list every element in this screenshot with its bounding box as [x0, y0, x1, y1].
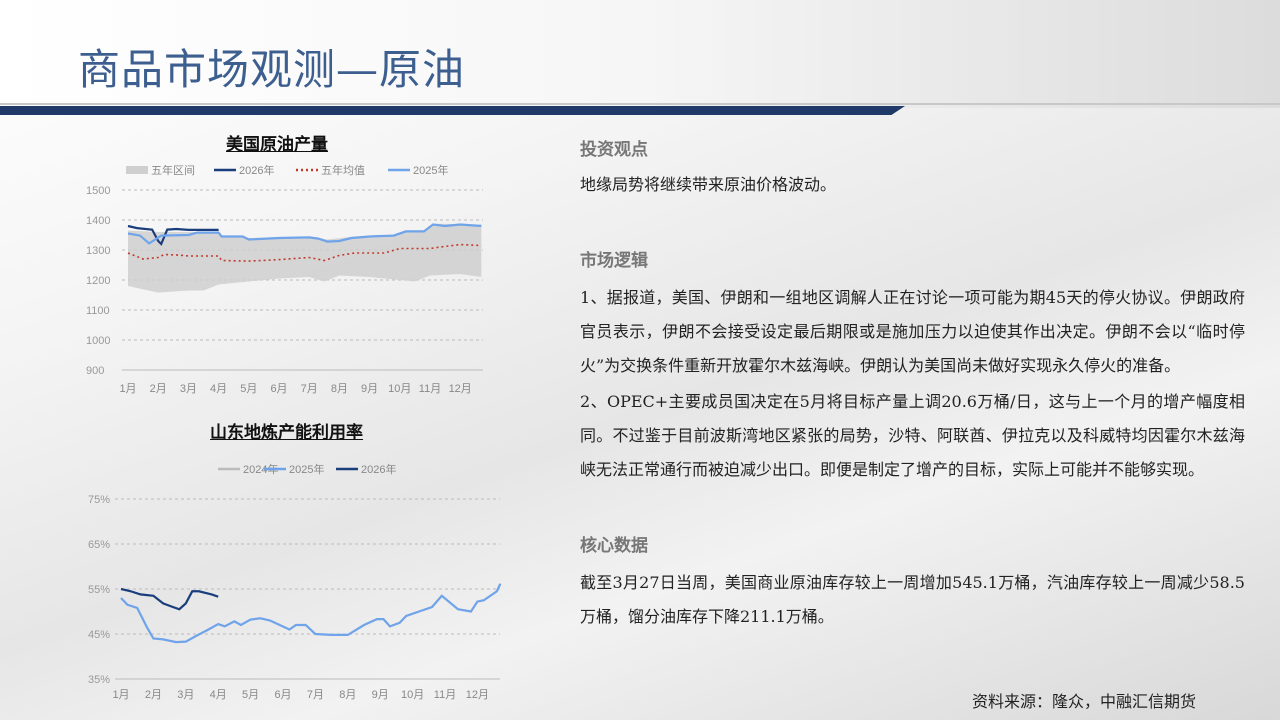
- x-tick-label: 6月: [270, 383, 287, 395]
- x-tick-label: 4月: [210, 383, 227, 395]
- y-tick-label: 1300: [86, 245, 110, 257]
- legend-label: 2025年: [413, 163, 448, 177]
- section-paragraph: 2、OPEC+主要成员国决定在5月将目标产量上调20.6万桶/日，这与上一个月的…: [580, 392, 1245, 479]
- x-tick-label: 7月: [307, 689, 324, 701]
- header-band: [0, 0, 1280, 108]
- x-tick-label: 9月: [361, 383, 378, 395]
- charts-canvas: 1500 1400 1300 1200 1100 1000 900 1月 2月 3月 4月 5月 6月 7…: [86, 163, 502, 701]
- section-paragraph: 截至3月27日当周，美国商业原油库存较上一周增加545.1万桶，汽油库存较上一周…: [580, 573, 1245, 626]
- series-line: [127, 224, 219, 246]
- section-heading: 投资观点: [580, 140, 648, 160]
- y-tick-label: 65%: [88, 539, 110, 551]
- y-tick-label: 1100: [86, 305, 110, 317]
- x-tick-label: 2月: [150, 383, 167, 395]
- x-tick-label: 6月: [274, 689, 291, 701]
- y-tick-label: 1000: [86, 335, 110, 347]
- section-paragraph: 地缘局势将继续带来原油价格波动。: [580, 175, 837, 194]
- chart-title-us-production: 美国原油产量: [226, 135, 328, 155]
- x-tick-label: 8月: [339, 689, 356, 701]
- x-tick-label: 11月: [434, 689, 456, 701]
- legend-label: 五年区间: [151, 163, 195, 177]
- y-tick-label: 1200: [86, 275, 110, 287]
- x-tick-label: 10月: [401, 689, 424, 701]
- series-line: [127, 243, 482, 262]
- x-tick-label: 9月: [372, 689, 389, 701]
- legend-label: 五年均值: [321, 163, 365, 177]
- legend-swatch: [126, 166, 148, 174]
- legend-label: 2025年: [289, 462, 324, 476]
- y-tick-label: 45%: [88, 629, 110, 641]
- chart-title-shandong-utilization: 山东地炼产能利用率: [210, 423, 363, 443]
- x-tick-label: 5月: [240, 383, 257, 395]
- x-tick-label: 7月: [301, 383, 318, 395]
- y-tick-label: 75%: [88, 494, 110, 506]
- section-paragraph: 1、据报道，美国、伊朗和一组地区调解人正在讨论一项可能为期45天的停火协议。伊朗…: [580, 288, 1245, 375]
- header-divider-thin: [0, 103, 1280, 105]
- series-line: [120, 583, 502, 644]
- legend-label: 2026年: [361, 462, 396, 476]
- y-tick-label: 900: [86, 365, 104, 377]
- section-heading: 核心数据: [580, 536, 648, 556]
- legend-label: 2026年: [239, 163, 274, 177]
- section-heading: 市场逻辑: [580, 251, 648, 271]
- x-tick-label: 1月: [119, 383, 136, 395]
- y-tick-label: 1400: [86, 215, 110, 227]
- y-tick-label: 35%: [88, 674, 110, 686]
- x-tick-label: 3月: [180, 383, 197, 395]
- x-tick-label: 8月: [331, 383, 348, 395]
- y-tick-label: 55%: [88, 584, 110, 596]
- x-tick-label: 12月: [466, 689, 489, 701]
- x-tick-label: 12月: [449, 383, 472, 395]
- x-tick-label: 3月: [177, 689, 194, 701]
- x-tick-label: 2月: [145, 689, 162, 701]
- header-divider: [0, 106, 905, 115]
- page-title: 商品市场观测—原油: [78, 45, 466, 94]
- legend-label: 2024年: [243, 462, 278, 476]
- series-line: [120, 587, 219, 611]
- source-note: 资料来源：隆众，中融汇信期货: [972, 692, 1197, 711]
- x-tick-label: 11月: [419, 383, 441, 395]
- x-tick-label: 5月: [242, 689, 259, 701]
- x-tick-label: 10月: [388, 383, 411, 395]
- x-tick-label: 4月: [210, 689, 227, 701]
- y-tick-label: 1500: [86, 185, 110, 197]
- x-tick-label: 1月: [112, 689, 129, 701]
- series-line: [127, 223, 482, 245]
- commentary-panel: 投资观点 地缘局势将继续带来原油价格波动。 市场逻辑 1、据报道，美国、伊朗和一…: [580, 135, 1245, 634]
